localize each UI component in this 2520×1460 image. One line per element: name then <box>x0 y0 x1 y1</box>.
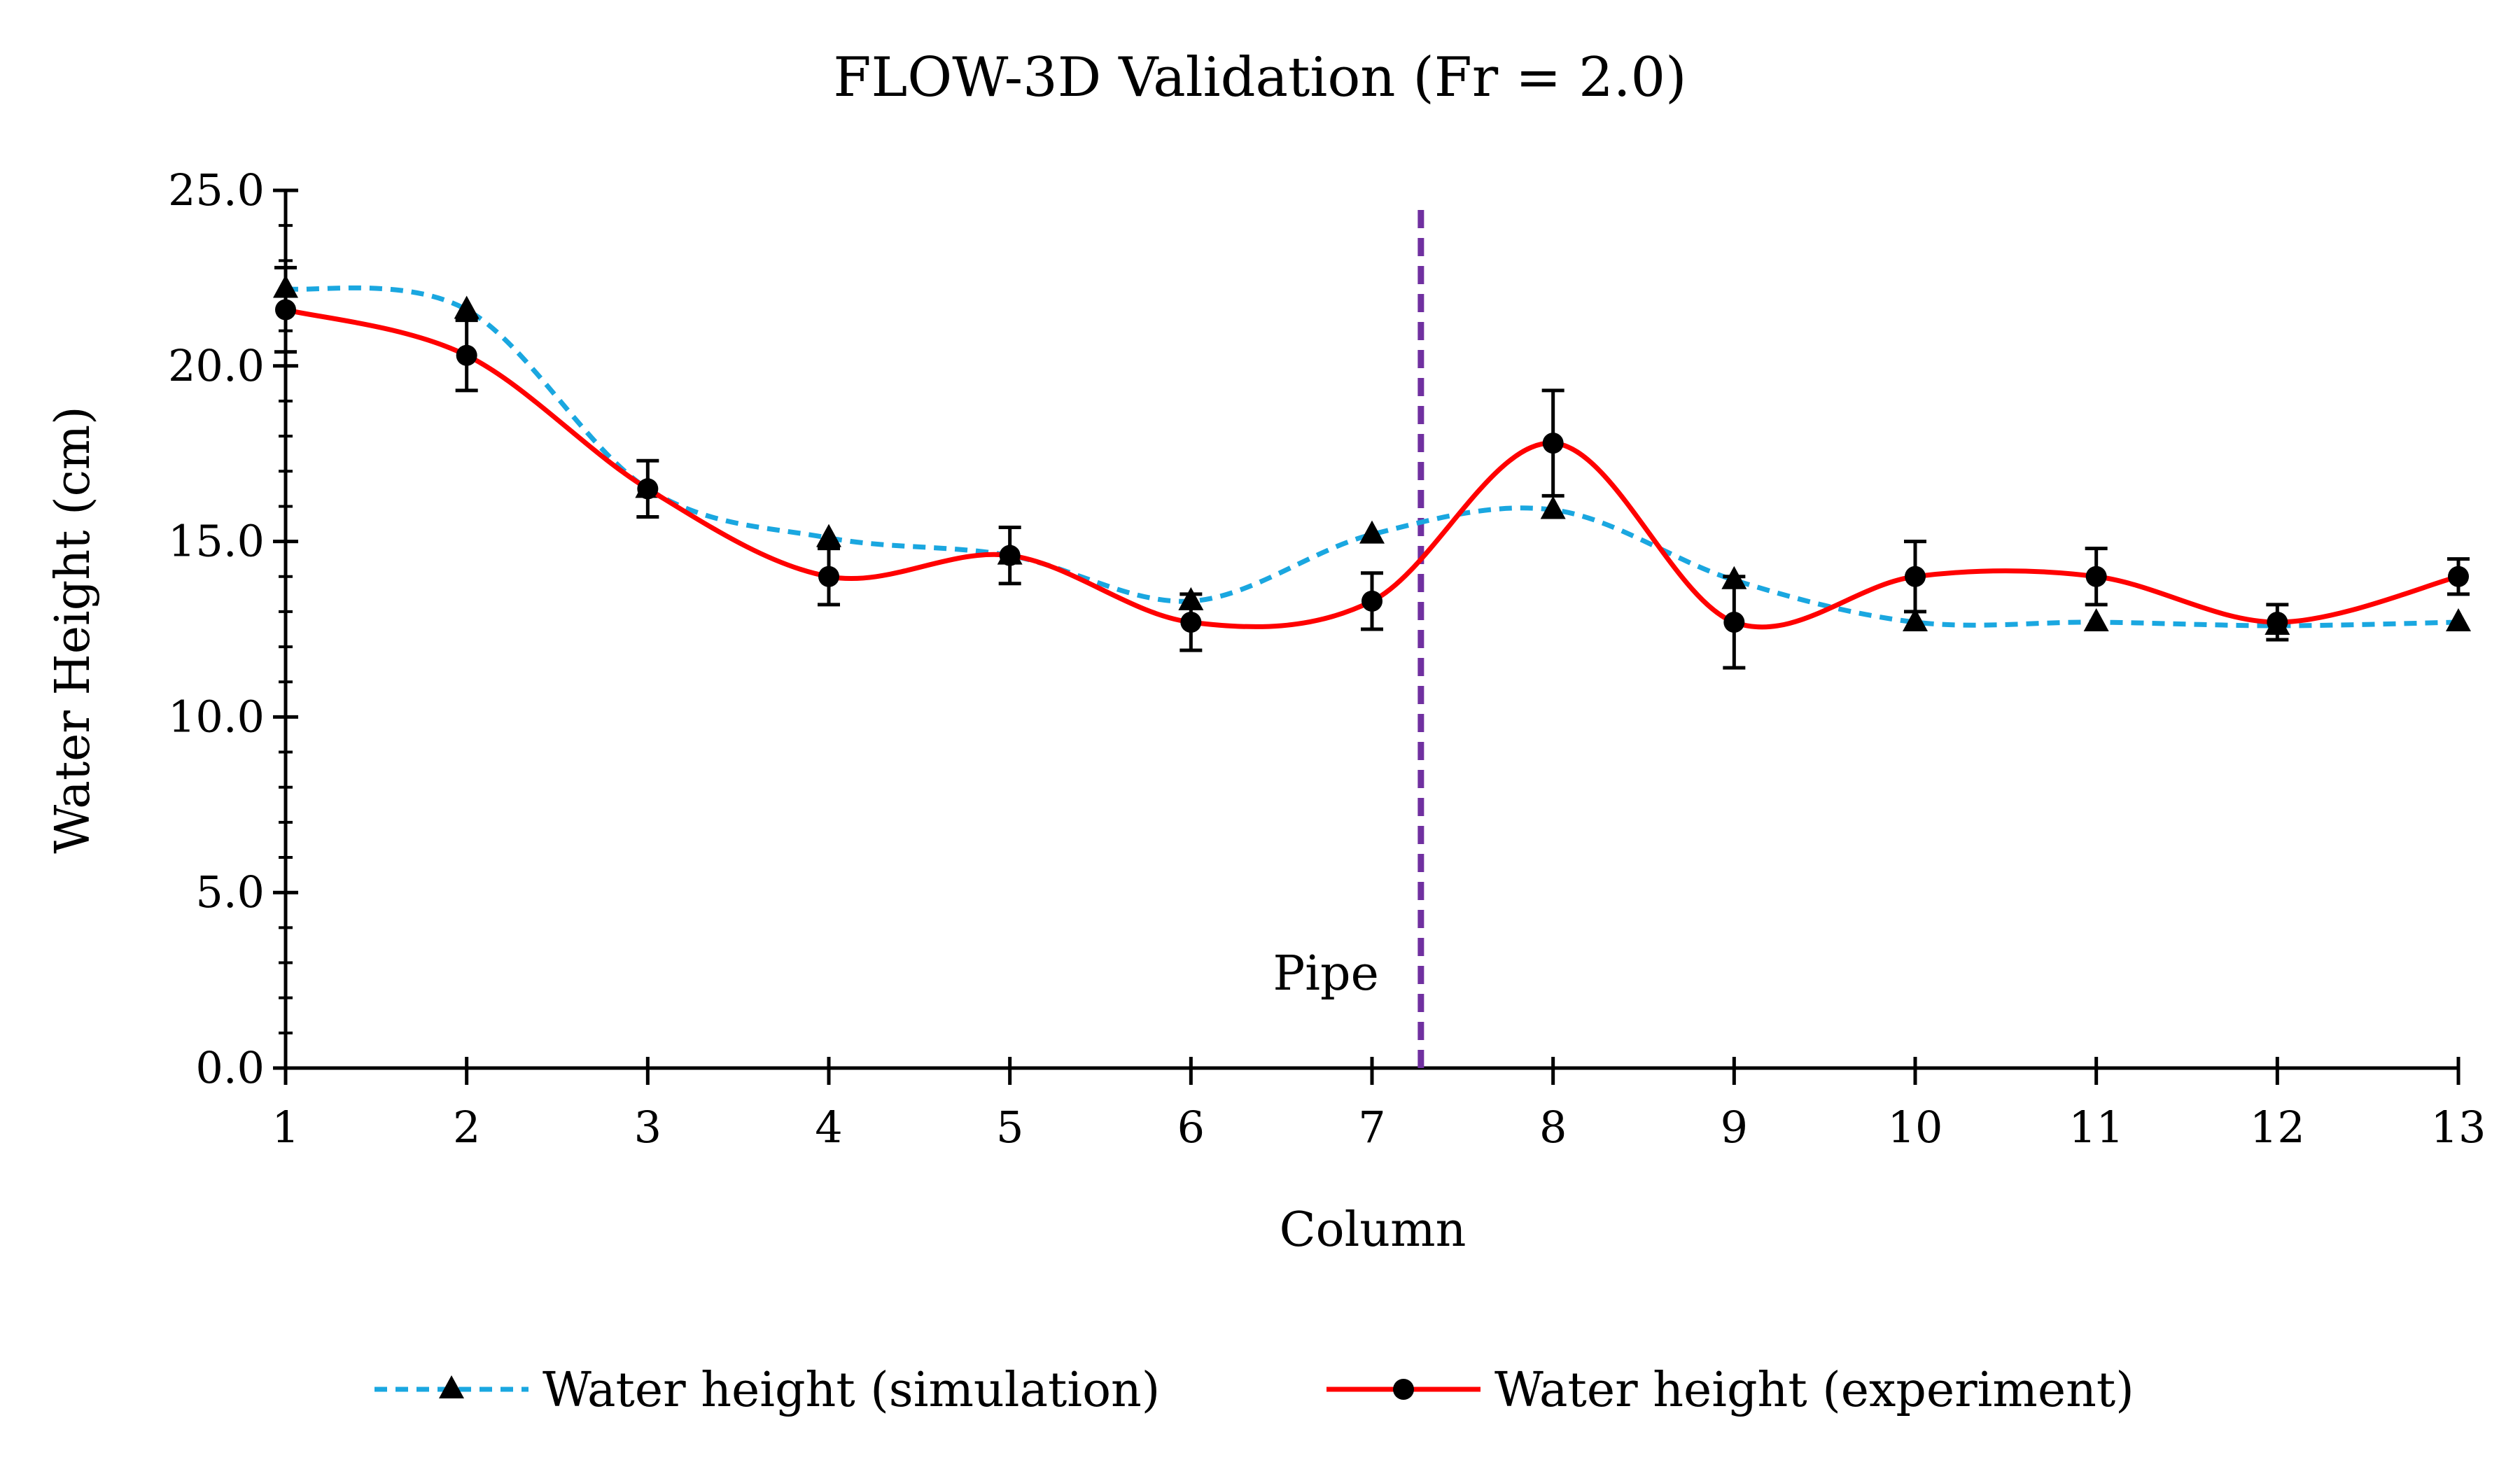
x-tick-label: 7 <box>1358 1102 1385 1153</box>
x-tick-label: 1 <box>272 1102 299 1153</box>
data-point-triangle <box>2083 608 2109 631</box>
data-point-circle <box>637 478 659 500</box>
legend-item-simulation: Water height (simulation) <box>374 1363 1160 1418</box>
plot-area <box>273 265 2471 670</box>
legend-item-experiment: Water height (experiment) <box>1326 1363 2134 1418</box>
x-tick-label: 3 <box>634 1102 662 1153</box>
data-point-circle <box>1723 611 1745 633</box>
data-point-circle <box>2448 566 2469 587</box>
series-experiment <box>274 265 2470 670</box>
y-axis-label: Water Height (cm) <box>46 406 101 853</box>
y-tick-label: 10.0 <box>168 691 265 742</box>
data-point-triangle <box>2446 608 2471 631</box>
data-point-triangle <box>816 524 841 547</box>
legend-label: Water height (experiment) <box>1494 1363 2134 1418</box>
y-tick-label: 0.0 <box>195 1042 265 1093</box>
legend-marker-triangle <box>439 1375 464 1398</box>
y-tick-label: 25.0 <box>168 164 265 216</box>
y-tick-label: 20.0 <box>168 340 265 391</box>
legend-label: Water height (simulation) <box>542 1363 1160 1418</box>
x-tick-label: 2 <box>453 1102 480 1153</box>
data-point-triangle <box>454 295 479 319</box>
axes: 0.05.010.015.020.025.01 2 3 4 5 6 7 8 9 10 11 12 13 <box>168 164 2486 1153</box>
data-point-circle <box>999 545 1021 566</box>
data-point-circle <box>456 344 477 366</box>
data-point-circle <box>2085 566 2107 587</box>
data-point-triangle <box>1903 608 1928 631</box>
data-point-circle <box>2267 611 2288 633</box>
x-tick-label: 10 <box>1888 1102 1943 1153</box>
data-point-triangle <box>1540 496 1566 519</box>
legend-marker-circle <box>1393 1379 1414 1400</box>
x-tick-label: 8 <box>1539 1102 1567 1153</box>
data-point-circle <box>1362 590 1382 612</box>
data-point-circle <box>818 566 839 587</box>
y-tick-label: 5.0 <box>195 866 265 918</box>
data-point-circle <box>1180 611 1202 633</box>
pipe-marker: Pipe <box>1273 210 1424 1068</box>
x-tick-label: 6 <box>1177 1102 1205 1153</box>
x-tick-label: 12 <box>2250 1102 2305 1153</box>
x-tick-label: 11 <box>2068 1102 2124 1153</box>
data-point-circle <box>275 299 296 321</box>
x-tick-label: 13 <box>2431 1102 2486 1153</box>
chart-title: FLOW-3D Validation (Fr = 2.0) <box>833 46 1686 109</box>
pipe-label: Pipe <box>1273 946 1379 1002</box>
data-point-circle <box>1905 566 1926 587</box>
x-tick-label: 5 <box>996 1102 1023 1153</box>
legend: Water height (simulation) Water height (e… <box>374 1363 2134 1418</box>
data-point-circle <box>1542 433 1564 454</box>
x-tick-label: 9 <box>1721 1102 1748 1153</box>
data-point-triangle <box>1359 520 1385 544</box>
x-tick-label: 4 <box>815 1102 842 1153</box>
x-axis-label: Column <box>1280 1202 1466 1258</box>
y-tick-label: 15.0 <box>168 516 265 567</box>
